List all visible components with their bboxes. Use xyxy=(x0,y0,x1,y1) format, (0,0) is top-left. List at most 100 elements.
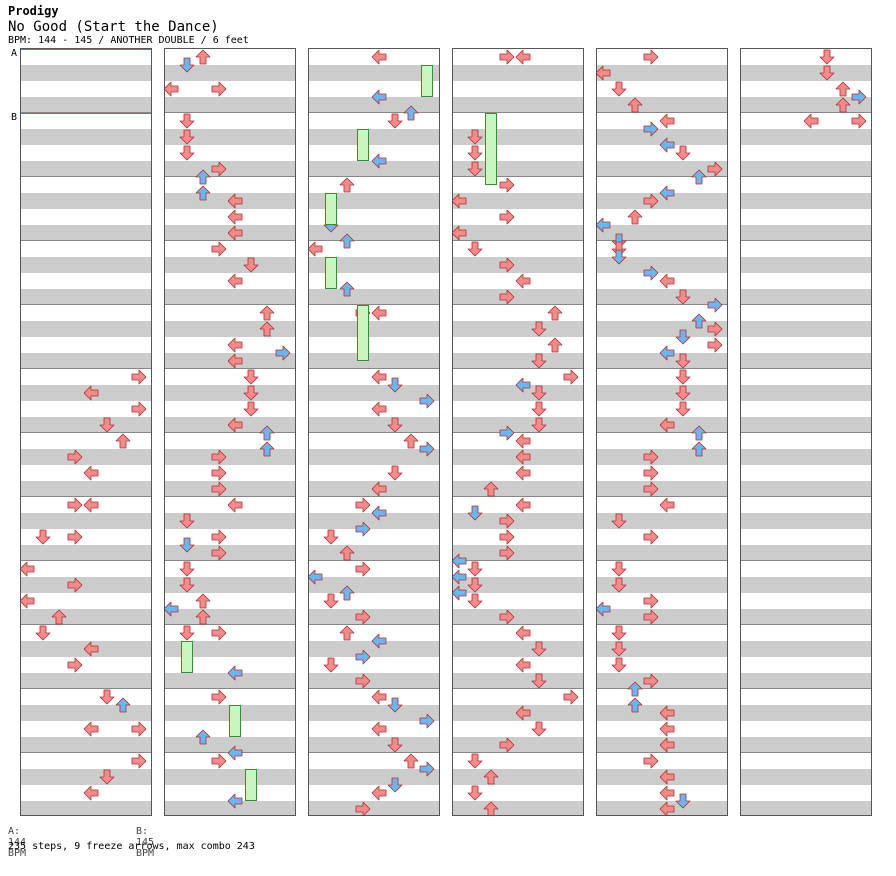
red-down-arrow-icon xyxy=(467,145,483,161)
red-right-arrow-icon xyxy=(499,737,515,753)
red-right-arrow-icon xyxy=(211,81,227,97)
red-right-arrow-icon xyxy=(211,465,227,481)
beat-stripe xyxy=(741,673,871,689)
blue-right-arrow-icon xyxy=(643,121,659,137)
beat-stripe xyxy=(309,225,439,241)
red-left-arrow-icon xyxy=(371,785,387,801)
blue-left-arrow-icon xyxy=(309,569,323,585)
blue-left-arrow-icon xyxy=(659,137,675,153)
beat-stripe xyxy=(165,449,295,465)
beat-stripe xyxy=(597,545,727,561)
red-left-arrow-icon xyxy=(21,561,35,577)
beat-stripe xyxy=(741,609,871,625)
blue-up-arrow-icon xyxy=(339,281,355,297)
red-left-arrow-icon xyxy=(371,481,387,497)
beat-stripe xyxy=(597,641,727,657)
red-down-arrow-icon xyxy=(611,641,627,657)
red-down-arrow-icon xyxy=(675,353,691,369)
blue-right-arrow-icon xyxy=(355,521,371,537)
blue-right-arrow-icon xyxy=(355,649,371,665)
red-up-arrow-icon xyxy=(51,609,67,625)
beat-stripe xyxy=(165,65,295,81)
measure-line xyxy=(453,176,583,177)
measure-line xyxy=(21,432,151,433)
beat-stripe xyxy=(309,801,439,815)
beat-stripe xyxy=(309,289,439,305)
red-up-arrow-icon xyxy=(339,177,355,193)
red-right-arrow-icon xyxy=(67,577,83,593)
measure-line xyxy=(165,560,295,561)
beat-stripe xyxy=(741,705,871,721)
red-left-arrow-icon xyxy=(371,689,387,705)
beat-stripe xyxy=(741,577,871,593)
beat-stripe xyxy=(21,353,151,369)
beat-stripe xyxy=(597,321,727,337)
beat-stripe xyxy=(597,481,727,497)
blue-right-arrow-icon xyxy=(419,393,435,409)
beat-stripe xyxy=(309,385,439,401)
measure-line xyxy=(165,112,295,113)
beat-stripe xyxy=(21,257,151,273)
red-right-arrow-icon xyxy=(211,545,227,561)
beat-stripe xyxy=(309,577,439,593)
red-left-arrow-icon xyxy=(515,465,531,481)
bpm-change-line xyxy=(21,49,151,50)
measure-line xyxy=(597,688,727,689)
red-right-arrow-icon xyxy=(355,609,371,625)
red-down-arrow-icon xyxy=(35,529,51,545)
blue-right-arrow-icon xyxy=(419,441,435,457)
red-down-arrow-icon xyxy=(323,593,339,609)
red-left-arrow-icon xyxy=(515,433,531,449)
red-down-arrow-icon xyxy=(531,673,547,689)
beat-stripe xyxy=(165,577,295,593)
beat-stripe xyxy=(741,481,871,497)
beat-stripe xyxy=(165,513,295,529)
red-right-arrow-icon xyxy=(355,561,371,577)
measure-line xyxy=(309,176,439,177)
measure-line xyxy=(165,688,295,689)
red-right-arrow-icon xyxy=(131,753,147,769)
measure-line xyxy=(453,560,583,561)
blue-down-arrow-icon xyxy=(611,249,627,265)
beat-stripe xyxy=(309,257,439,273)
song-artist: Prodigy xyxy=(8,4,59,18)
measure-line xyxy=(453,368,583,369)
red-right-arrow-icon xyxy=(355,497,371,513)
red-left-arrow-icon xyxy=(227,209,243,225)
blue-down-arrow-icon xyxy=(387,777,403,793)
measure-line xyxy=(741,560,871,561)
blue-left-arrow-icon xyxy=(165,601,179,617)
bpm-marker-b: B xyxy=(11,112,18,123)
measure-line xyxy=(741,304,871,305)
beat-stripe xyxy=(453,801,583,815)
red-down-arrow-icon xyxy=(243,401,259,417)
red-left-arrow-icon xyxy=(83,465,99,481)
red-up-arrow-icon xyxy=(339,545,355,561)
beat-stripe xyxy=(453,641,583,657)
measure-line xyxy=(21,688,151,689)
red-down-arrow-icon xyxy=(179,145,195,161)
freeze-arrow xyxy=(421,65,433,97)
beat-stripe xyxy=(21,225,151,241)
beat-stripe xyxy=(165,737,295,753)
beat-stripe xyxy=(309,97,439,113)
red-right-arrow-icon xyxy=(131,721,147,737)
red-right-arrow-icon xyxy=(211,241,227,257)
blue-up-arrow-icon xyxy=(259,441,275,457)
measure-line xyxy=(597,752,727,753)
song-title: No Good (Start the Dance) xyxy=(8,19,219,35)
beat-stripe xyxy=(165,385,295,401)
red-left-arrow-icon xyxy=(515,625,531,641)
red-left-arrow-icon xyxy=(659,497,675,513)
red-right-arrow-icon xyxy=(499,289,515,305)
red-left-arrow-icon xyxy=(371,721,387,737)
beat-stripe xyxy=(453,385,583,401)
red-up-arrow-icon xyxy=(483,481,499,497)
beat-stripe xyxy=(597,385,727,401)
beat-stripe xyxy=(453,513,583,529)
chart-column-3 xyxy=(308,48,440,816)
red-down-arrow-icon xyxy=(611,577,627,593)
measure-line xyxy=(597,240,727,241)
red-down-arrow-icon xyxy=(323,657,339,673)
beat-stripe xyxy=(309,609,439,625)
